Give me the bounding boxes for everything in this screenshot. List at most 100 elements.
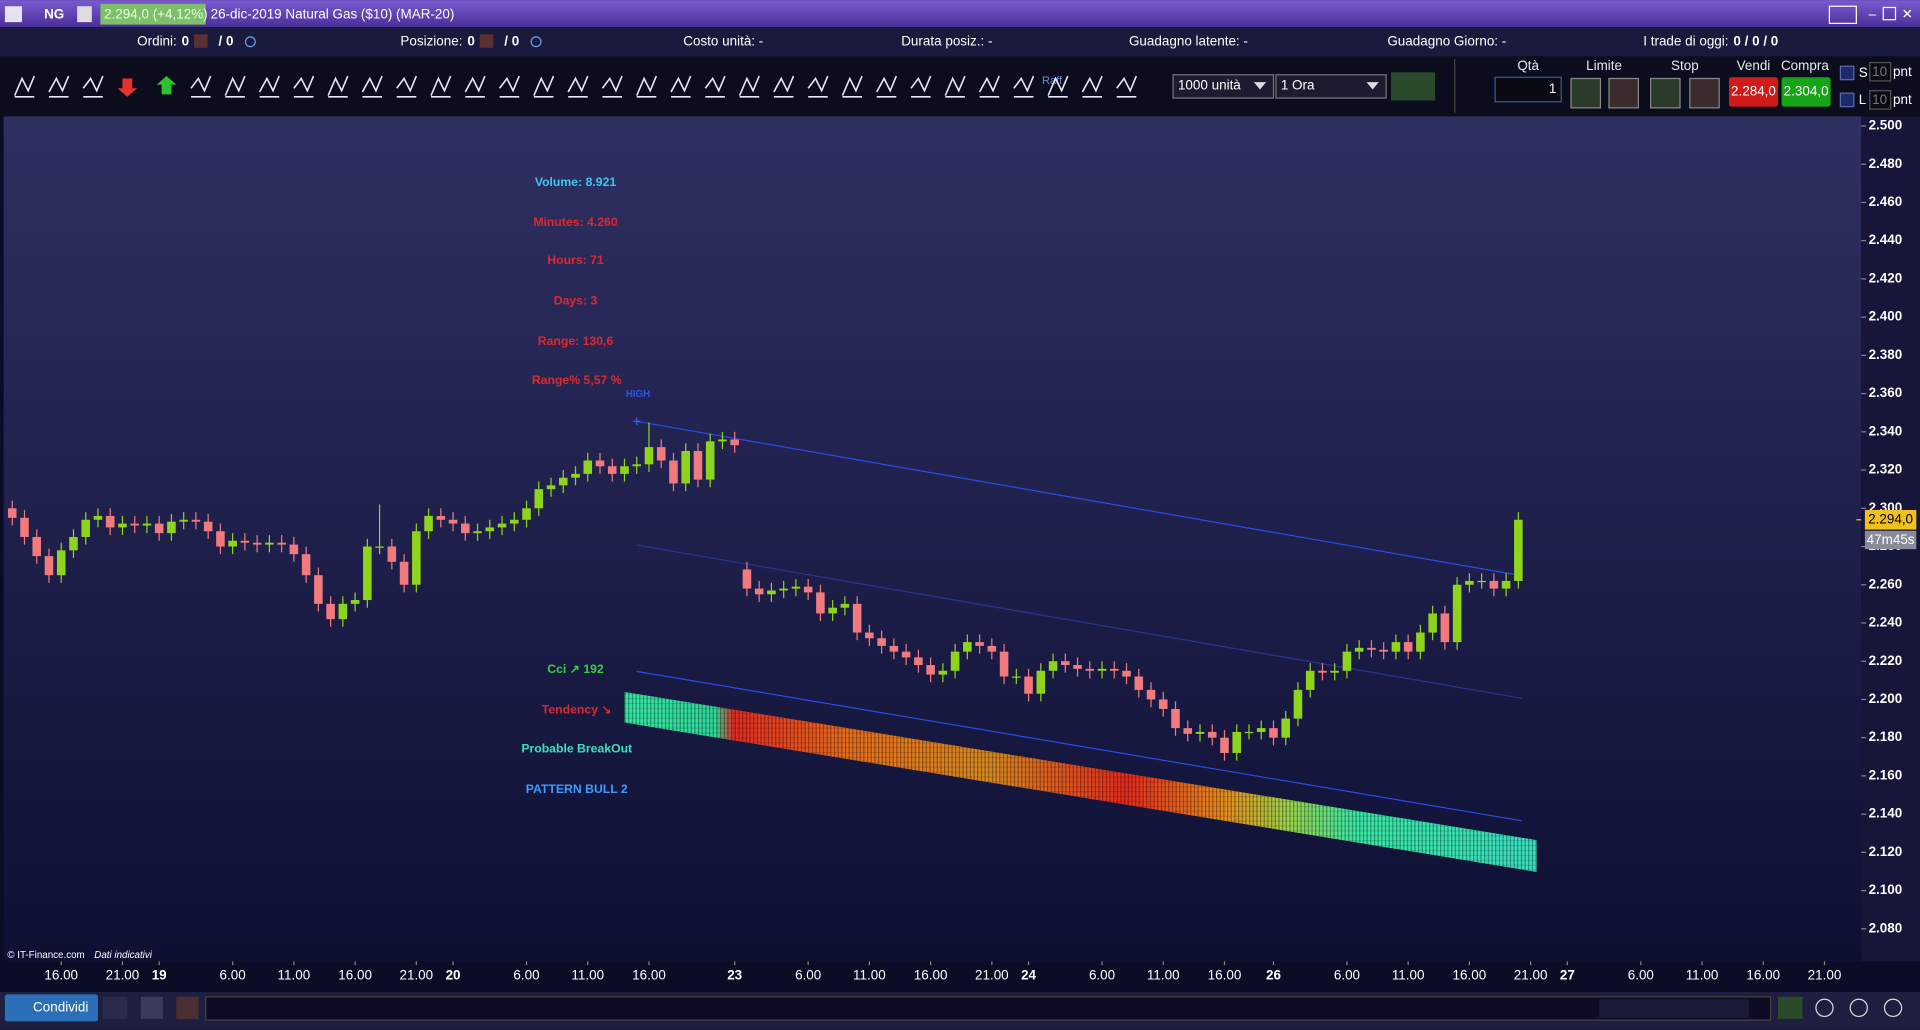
tool-icon[interactable]	[430, 75, 452, 98]
candle-body	[1269, 728, 1278, 738]
l-pnt-input[interactable]	[1869, 90, 1892, 110]
s-pnt-input[interactable]	[1869, 61, 1892, 82]
tool-icon[interactable]	[704, 75, 726, 98]
candle-body	[32, 536, 42, 557]
tool-icon[interactable]	[48, 75, 70, 98]
app-icon[interactable]	[4, 6, 23, 23]
tool-icon[interactable]	[910, 75, 932, 98]
trend-line	[636, 420, 1523, 577]
share-button[interactable]	[4, 994, 98, 1022]
candle-body	[7, 508, 17, 518]
candle-body	[999, 651, 1009, 677]
candle-body	[461, 523, 470, 534]
tool-icon[interactable]	[944, 75, 966, 98]
tool-icon[interactable]	[1013, 75, 1035, 98]
maximize-button[interactable]	[1882, 6, 1897, 21]
symbol: NG	[44, 6, 64, 21]
candle-body	[522, 508, 531, 520]
minimize-button[interactable]: –	[1869, 6, 1877, 21]
tool-icon[interactable]	[13, 75, 36, 98]
candle-body	[154, 523, 164, 534]
settings-icon[interactable]	[530, 36, 542, 48]
tool-icon[interactable]	[841, 75, 863, 98]
tool-icon[interactable]	[1047, 75, 1069, 98]
y-tick-label: 2.360	[1869, 385, 1903, 400]
stop-label: Stop	[1671, 58, 1699, 73]
zoom-fit-button[interactable]	[1815, 998, 1834, 1018]
candle-body	[595, 460, 605, 467]
stop-buy-button[interactable]	[1650, 77, 1681, 109]
x-tick-label: 16.00	[1746, 968, 1780, 983]
annotation: Probable BreakOut	[521, 742, 632, 756]
settings-icon[interactable]	[244, 36, 256, 48]
candle-body	[901, 651, 911, 658]
scroll-thumb[interactable]	[1599, 999, 1749, 1018]
close-button[interactable]: ✕	[1902, 6, 1913, 21]
candle-body	[363, 546, 372, 601]
candle-body	[877, 638, 886, 646]
last-price-tag	[1864, 509, 1917, 530]
limit-buy-button[interactable]	[1570, 77, 1602, 109]
sell-button[interactable]	[1728, 77, 1778, 107]
x-tick-label: 21.00	[106, 968, 140, 983]
tool-icon[interactable]	[670, 75, 692, 98]
timeframe-dropdown[interactable]	[1275, 74, 1387, 99]
info-icon[interactable]	[77, 6, 92, 23]
tool-icon[interactable]	[1116, 75, 1138, 98]
l-checkbox[interactable]	[1839, 92, 1855, 108]
scrollbar[interactable]	[205, 996, 1772, 1021]
tool-icon[interactable]	[224, 75, 246, 98]
tool-icon[interactable]	[1081, 75, 1103, 98]
candle-body	[865, 632, 874, 639]
candle-body	[816, 592, 825, 614]
x-tick-label: 6.00	[513, 968, 539, 983]
tool-icon[interactable]	[876, 75, 898, 98]
limit-sell-button[interactable]	[1608, 77, 1639, 109]
status-label: Costo unità: -	[683, 33, 763, 48]
tool-icon[interactable]	[396, 75, 418, 98]
candle-body	[1171, 709, 1180, 729]
tool-glyph	[1081, 75, 1103, 98]
s-checkbox[interactable]	[1839, 65, 1855, 81]
stop-sell-button[interactable]	[1689, 77, 1720, 109]
tool-icon[interactable]	[978, 75, 1000, 98]
tool-icon[interactable]	[190, 75, 212, 98]
tool-icon[interactable]	[567, 75, 589, 98]
tool-icon[interactable]	[258, 75, 280, 98]
tool-icon[interactable]	[464, 75, 486, 98]
tool-icon[interactable]	[601, 75, 623, 98]
tool-icon[interactable]	[361, 75, 383, 98]
tool-icon[interactable]	[636, 75, 658, 98]
indicator-button[interactable]	[1391, 72, 1436, 101]
tool-button[interactable]	[140, 996, 163, 1019]
zoom-button[interactable]	[1777, 996, 1803, 1019]
candle-body	[1293, 689, 1303, 719]
sell-label: Vendi	[1737, 58, 1771, 73]
tool-icon[interactable]	[498, 75, 520, 98]
tool-glyph	[738, 75, 760, 98]
tool-icon[interactable]	[293, 75, 315, 98]
zoom-in-button[interactable]	[1883, 998, 1903, 1018]
tool-icon[interactable]	[533, 75, 555, 98]
status-bar	[0, 27, 1920, 57]
zoom-out-button[interactable]	[1849, 998, 1868, 1018]
candle-body	[779, 588, 788, 591]
buy-button[interactable]	[1781, 77, 1831, 107]
candle-body	[69, 536, 78, 551]
tool-icon[interactable]	[738, 75, 760, 98]
keyboard-button[interactable]	[1828, 5, 1857, 24]
tool-button[interactable]	[102, 996, 128, 1019]
tool-icon[interactable]	[156, 76, 177, 95]
tool-glyph	[704, 75, 726, 98]
status-label: I trade di oggi:	[1643, 33, 1728, 48]
quantity-dropdown[interactable]	[1172, 74, 1275, 99]
tool-icon[interactable]	[773, 75, 795, 98]
tool-icon[interactable]	[327, 75, 349, 98]
tool-button[interactable]	[176, 996, 199, 1019]
candle-body	[1452, 584, 1462, 643]
tool-icon[interactable]	[82, 75, 104, 98]
tool-icon[interactable]	[807, 75, 829, 98]
qty-input[interactable]	[1494, 76, 1562, 103]
candle-body	[571, 473, 580, 478]
indicator-band-texture	[624, 691, 1537, 872]
